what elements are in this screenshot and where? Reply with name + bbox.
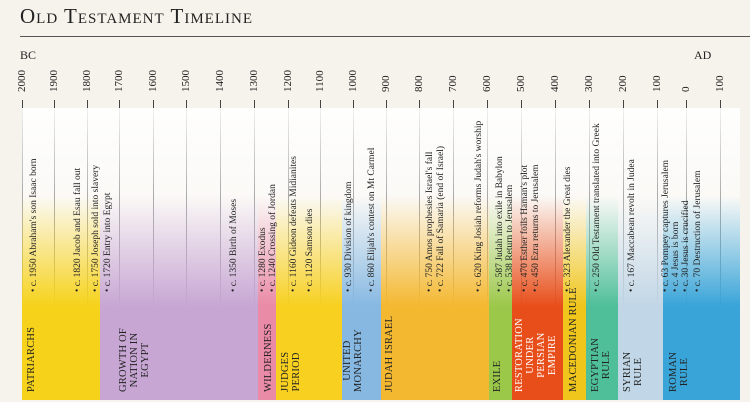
tick-label: 400 — [549, 75, 561, 93]
period-label-line: JUDGES — [280, 351, 291, 392]
period-label: PATRIARCHS — [26, 327, 37, 392]
event-label: • c. 450 Ezra returns to Jerusalem — [531, 164, 541, 292]
event-label: • c. 860 Elijah's contest on Mt Carmel — [367, 147, 377, 292]
period-band — [100, 108, 258, 400]
period-band — [563, 108, 586, 400]
period-label-line: WILDERNESS — [263, 323, 274, 393]
tick-label: 1700 — [113, 70, 125, 92]
tick-label: 700 — [447, 75, 459, 93]
period-label-line: NATION IN — [129, 332, 140, 388]
period-label-line: GROWTH OF — [118, 328, 129, 392]
period-label: GROWTH OF NATION IN EGYPT — [118, 328, 151, 392]
period-label: JUDAH ISRAEL — [384, 316, 395, 392]
period-label: RESTORATION UNDER PERSIAN EMPIRE — [514, 318, 558, 392]
period-label: ROMAN RULE — [668, 352, 690, 392]
tick-label: 600 — [481, 75, 493, 93]
period-label-line: JUDAH ISRAEL — [384, 315, 395, 392]
period-label-line: RULE — [679, 357, 690, 387]
tick-label: 1800 — [81, 70, 93, 92]
event-label: • c. 4 Jesus is born — [671, 221, 681, 292]
period-label-line: EGYPTIAN — [590, 337, 601, 392]
event-label: • c. 250 Old Testament translated into G… — [592, 123, 602, 292]
event-label: • c. 1820 Jacob and Esau fall out — [73, 167, 83, 292]
period-label-line: RESTORATION — [514, 318, 525, 392]
tick-label: 900 — [380, 75, 392, 93]
period-label-line: RULE — [601, 350, 612, 380]
event-label: • c. 930 Division of kingdom — [344, 181, 354, 292]
period-band — [618, 108, 663, 400]
timeline-title: Old Testament Timeline — [20, 4, 253, 28]
period-band — [663, 108, 740, 400]
tick-label: 0 — [680, 86, 692, 93]
event-label: • c. 538 Return to Jerusalem — [505, 184, 515, 292]
period-label-line: MONARCHY — [353, 329, 364, 392]
tick-label: 2000 — [16, 70, 28, 92]
period-label-line: ROMAN — [668, 351, 679, 392]
period-band — [342, 108, 381, 400]
event-label: • c. 1240 Crossing of Jordan — [268, 184, 278, 292]
period-label: JUDGES PERIOD — [280, 352, 302, 392]
period-label: UNITED MONARCHY — [342, 329, 364, 392]
period-label: EXILE — [492, 361, 503, 392]
event-label: • c. 1280 Exodus — [258, 227, 268, 292]
period-label-line: EXILE — [492, 360, 503, 392]
period-label-line: EGYPT — [140, 342, 151, 378]
event-label: • c. 620 King Josiah reforms Judah's wor… — [474, 120, 484, 292]
period-band — [381, 108, 489, 400]
event-label: • c. 1720 Entry into Egypt — [103, 192, 113, 292]
period-band — [276, 108, 342, 400]
tick-label: 800 — [413, 75, 425, 93]
tick-label: 1600 — [147, 70, 159, 92]
tick-label: 500 — [515, 75, 527, 93]
period-band — [586, 108, 618, 400]
period-label: WILDERNESS — [263, 324, 274, 393]
event-label: • c. 722 Fall of Samaria (end of Israel) — [436, 145, 446, 292]
tick-label: 300 — [583, 75, 595, 93]
event-label: • c. 1950 Abraham's son Isaac born — [29, 158, 39, 292]
period-label-line: EMPIRE — [547, 335, 558, 375]
tick-label: 100 — [651, 75, 663, 93]
tick-label: 1100 — [314, 70, 326, 92]
event-label: • c. 587 Judah into exile in Babylon — [495, 156, 505, 292]
event-label: • c. 30 Jesus is crucified — [681, 200, 691, 292]
period-label-line: SYRIAN — [622, 351, 633, 392]
event-label: • c. 750 Amos prophesies Israel's fall — [425, 151, 435, 292]
period-label-line: RULE — [633, 357, 644, 386]
period-band — [258, 108, 276, 400]
tick-label: 100 — [714, 75, 726, 93]
tick-label: 1300 — [248, 70, 260, 92]
event-label: • c. 1160 Gideon defeats Midianites — [289, 156, 299, 292]
event-label: • c. 63 Pompey captures Jerusalem — [661, 159, 671, 292]
tick-label: 1900 — [48, 70, 60, 92]
period-label-line: PATRIARCHS — [26, 326, 37, 392]
tick-label: 1400 — [214, 70, 226, 92]
event-label: • c. 1750 Joseph sold into slavery — [91, 164, 101, 292]
event-label: • c. 1350 Birth of Moses — [229, 198, 239, 292]
period-band — [489, 108, 512, 400]
event-label: • c. 470 Esther foils Haman's plot — [520, 164, 530, 292]
tick-label: 1000 — [347, 70, 359, 92]
period-label-line: PERIOD — [291, 352, 302, 392]
tick-label: 1500 — [180, 70, 192, 92]
event-label: • c. 323 Alexander the Great dies — [563, 166, 573, 292]
period-label: EGYPTIAN RULE — [590, 338, 612, 392]
period-label-line: UNITED — [342, 340, 353, 381]
period-band — [22, 108, 100, 400]
period-label-line: PERSIAN — [536, 332, 547, 378]
event-label: • c. 70 Destruction of Jerusalem — [693, 170, 703, 292]
tick-label: 1200 — [282, 70, 294, 92]
era-label-bc: BC — [20, 48, 37, 62]
event-label: • c. 167 Maccabean revolt in Judea — [627, 159, 637, 292]
era-label-ad: AD — [694, 48, 712, 62]
tick-label: 200 — [617, 75, 629, 93]
period-label: SYRIAN RULE — [622, 352, 644, 392]
period-label-line: MACEDONIAN RULE — [568, 287, 579, 392]
period-label-line: UNDER — [525, 336, 536, 374]
period-band — [512, 108, 563, 400]
title-underline — [20, 36, 750, 37]
period-label: MACEDONIAN RULE — [568, 287, 579, 392]
event-label: • c. 1120 Samson dies — [305, 208, 315, 292]
